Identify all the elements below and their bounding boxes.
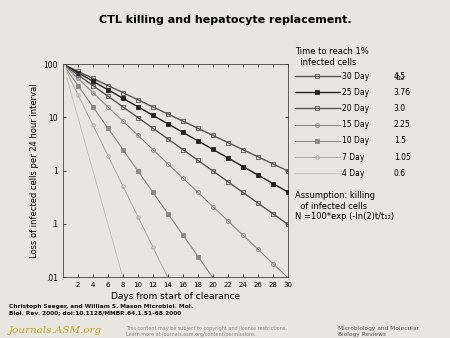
Text: 2.25: 2.25 <box>394 120 410 129</box>
Text: 25 Day: 25 Day <box>342 88 369 97</box>
Text: Time to reach 1%
  infected cells: Time to reach 1% infected cells <box>295 47 369 67</box>
Y-axis label: Loss of infected cells per 24 hour interval: Loss of infected cells per 24 hour inter… <box>31 83 40 258</box>
Text: 1.05: 1.05 <box>394 153 410 162</box>
Text: 20 Day: 20 Day <box>342 104 369 113</box>
Text: t₁₂: t₁₂ <box>396 73 405 82</box>
Text: 10 Day: 10 Day <box>342 137 369 145</box>
Text: 15 Day: 15 Day <box>342 120 369 129</box>
Text: 1.5: 1.5 <box>394 137 406 145</box>
Text: 4.5: 4.5 <box>394 72 406 80</box>
Text: Microbiology and Molecular
Biology Reviews: Microbiology and Molecular Biology Revie… <box>338 326 418 337</box>
Text: 30 Day: 30 Day <box>342 72 369 80</box>
Text: 4 Day: 4 Day <box>342 169 364 178</box>
Text: 3.0: 3.0 <box>394 104 406 113</box>
Text: 3.76: 3.76 <box>394 88 411 97</box>
Text: This content may be subject to copyright and license restrictions.
Learn more at: This content may be subject to copyright… <box>126 326 287 337</box>
Text: CTL killing and hepatocyte replacement.: CTL killing and hepatocyte replacement. <box>99 15 351 25</box>
X-axis label: Days from start of clearance: Days from start of clearance <box>111 292 240 301</box>
Text: Christoph Seeger, and William S. Mason Microbiol. Mol.
Biol. Rev. 2000; doi:10.1: Christoph Seeger, and William S. Mason M… <box>9 304 193 315</box>
Text: 7 Day: 7 Day <box>342 153 364 162</box>
Text: 0.6: 0.6 <box>394 169 406 178</box>
Text: Assumption: killing
  of infected cells
N =100*exp (-ln(2)t/t₁₂): Assumption: killing of infected cells N … <box>295 191 394 221</box>
Text: Journals.ASM.org: Journals.ASM.org <box>9 326 102 335</box>
